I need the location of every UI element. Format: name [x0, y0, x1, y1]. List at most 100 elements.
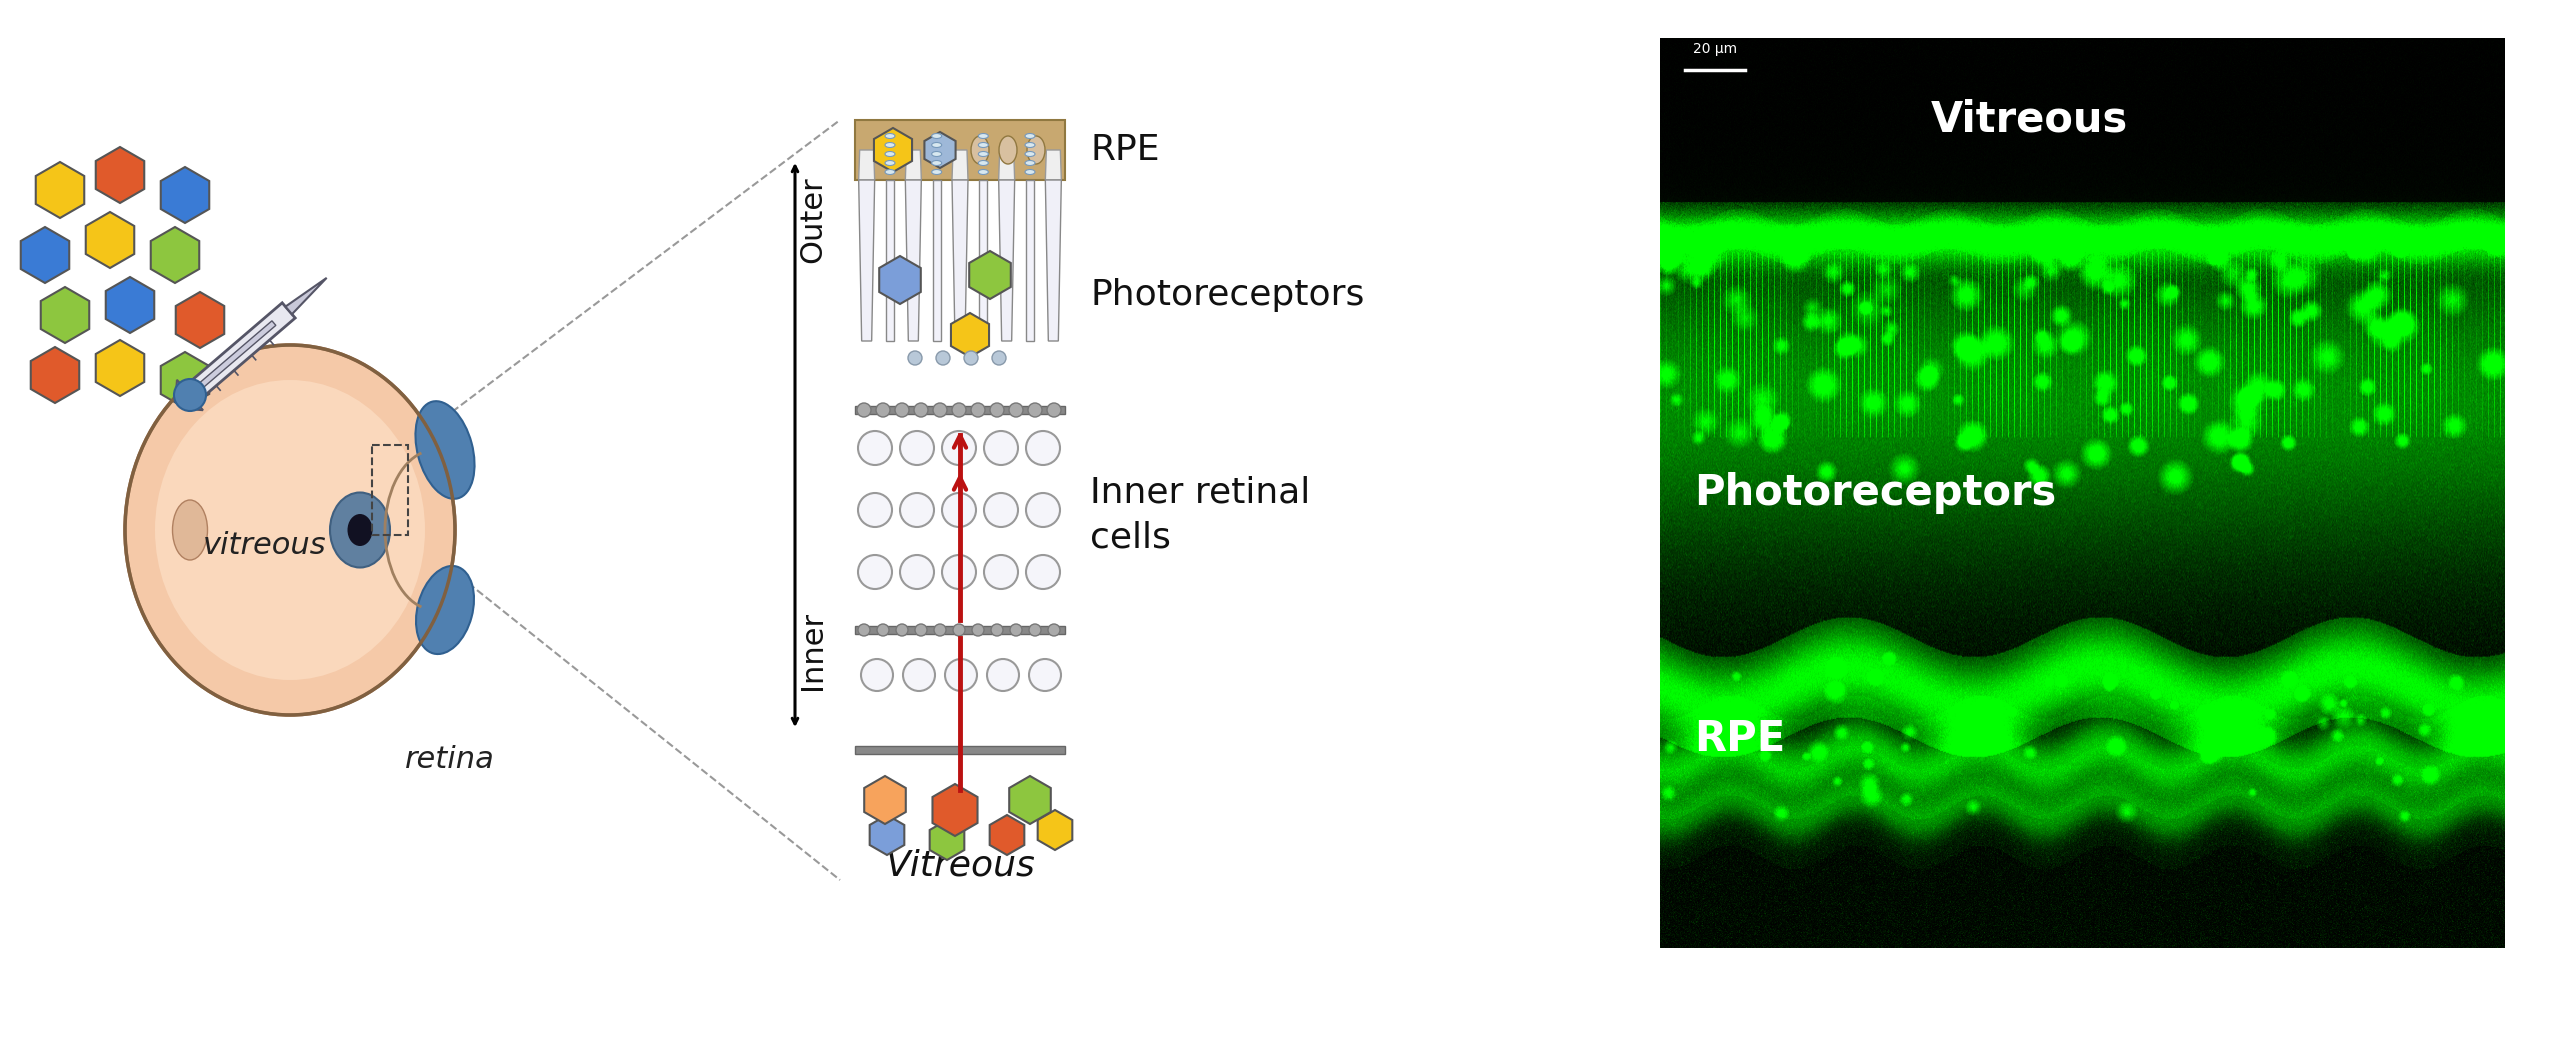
Bar [933, 180, 941, 341]
Polygon shape [97, 147, 145, 203]
Polygon shape [864, 776, 905, 824]
Text: Inner: Inner [798, 610, 829, 690]
Circle shape [1010, 624, 1023, 636]
Circle shape [877, 624, 890, 636]
Polygon shape [859, 150, 875, 180]
Ellipse shape [979, 143, 989, 147]
Ellipse shape [885, 151, 895, 156]
Circle shape [1028, 403, 1043, 417]
Polygon shape [1000, 180, 1015, 341]
Circle shape [903, 659, 936, 691]
Circle shape [951, 403, 966, 417]
Bar [854, 406, 1066, 414]
Ellipse shape [972, 136, 989, 164]
Polygon shape [933, 784, 977, 836]
Circle shape [857, 430, 892, 465]
Ellipse shape [1025, 143, 1035, 147]
Ellipse shape [931, 169, 941, 174]
Ellipse shape [979, 161, 989, 166]
Bar [979, 180, 987, 341]
Circle shape [933, 403, 946, 417]
Circle shape [1030, 624, 1040, 636]
Bar [1025, 180, 1033, 341]
Circle shape [877, 403, 890, 417]
Circle shape [964, 351, 979, 365]
Polygon shape [161, 352, 209, 408]
Circle shape [1048, 403, 1061, 417]
Polygon shape [176, 292, 224, 348]
Polygon shape [1010, 776, 1051, 824]
Ellipse shape [885, 143, 895, 147]
Ellipse shape [173, 500, 207, 560]
Polygon shape [880, 256, 921, 304]
Text: RPE: RPE [1693, 718, 1785, 760]
Polygon shape [870, 815, 905, 855]
Circle shape [1030, 659, 1061, 691]
Ellipse shape [931, 143, 941, 147]
Polygon shape [184, 302, 296, 402]
Polygon shape [176, 380, 204, 411]
Circle shape [987, 659, 1020, 691]
Text: Photoreceptors: Photoreceptors [1693, 472, 2055, 514]
Ellipse shape [329, 492, 390, 567]
Circle shape [984, 494, 1017, 527]
Circle shape [857, 403, 872, 417]
Text: 20 μm: 20 μm [1693, 42, 1737, 57]
Circle shape [984, 555, 1017, 589]
FancyArrowPatch shape [954, 436, 966, 447]
Polygon shape [931, 820, 964, 860]
Polygon shape [905, 150, 921, 180]
Bar [1660, 38, 2504, 948]
Polygon shape [189, 321, 275, 397]
Ellipse shape [979, 133, 989, 139]
Circle shape [936, 351, 951, 365]
Ellipse shape [1028, 136, 1046, 164]
Polygon shape [1038, 810, 1074, 851]
Ellipse shape [1025, 151, 1035, 156]
Circle shape [857, 494, 892, 527]
Polygon shape [951, 180, 969, 341]
Text: Photoreceptors: Photoreceptors [1089, 278, 1364, 312]
Circle shape [913, 403, 928, 417]
Circle shape [941, 555, 977, 589]
Polygon shape [150, 227, 199, 284]
Circle shape [1010, 403, 1023, 417]
Circle shape [1025, 555, 1061, 589]
Circle shape [984, 430, 1017, 465]
Polygon shape [97, 340, 145, 396]
Circle shape [989, 403, 1005, 417]
Text: Outer: Outer [798, 176, 829, 264]
Ellipse shape [885, 133, 895, 139]
Text: retina: retina [405, 746, 495, 775]
Polygon shape [926, 132, 956, 168]
Bar [854, 120, 1066, 180]
Circle shape [895, 624, 908, 636]
Ellipse shape [885, 161, 895, 166]
Circle shape [900, 555, 933, 589]
Ellipse shape [1000, 136, 1017, 164]
Bar [885, 180, 895, 341]
Ellipse shape [416, 566, 474, 654]
Circle shape [972, 403, 984, 417]
Text: RPE: RPE [1089, 133, 1160, 167]
Polygon shape [286, 278, 326, 314]
Polygon shape [859, 180, 875, 341]
Text: Vitreous: Vitreous [1930, 99, 2127, 141]
Ellipse shape [979, 151, 989, 156]
Polygon shape [31, 346, 79, 403]
Ellipse shape [173, 379, 207, 411]
Polygon shape [1000, 150, 1015, 180]
Polygon shape [41, 287, 89, 343]
Polygon shape [87, 212, 135, 268]
Circle shape [862, 659, 892, 691]
Circle shape [908, 351, 923, 365]
Ellipse shape [931, 151, 941, 156]
Ellipse shape [885, 169, 895, 174]
Text: vitreous: vitreous [204, 530, 326, 560]
Polygon shape [1046, 150, 1061, 180]
Ellipse shape [156, 380, 426, 680]
Ellipse shape [1025, 169, 1035, 174]
Circle shape [900, 430, 933, 465]
Polygon shape [951, 150, 969, 180]
Ellipse shape [347, 514, 372, 546]
